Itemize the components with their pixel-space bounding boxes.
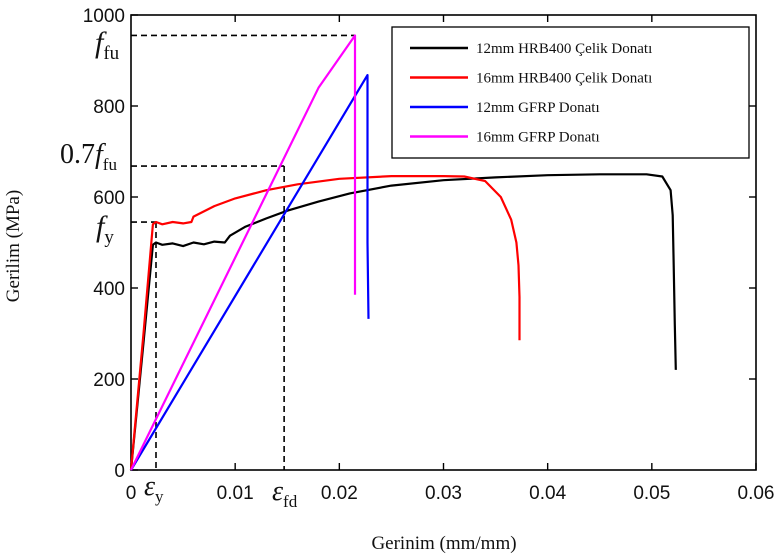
- legend: 12mm HRB400 Çelik Donatı 16mm HRB400 Çeli…: [391, 26, 750, 159]
- axis-tick-labels: 0 0.01 0.02 0.03 0.04 0.05 0.06 0 200 400 600 800 10…: [83, 6, 775, 504]
- x-tick-label: 0.02: [321, 483, 358, 504]
- eps-fd-label: εfd: [272, 476, 298, 511]
- reference-lines: [131, 34, 355, 470]
- series-line-3: [130, 34, 357, 471]
- y-tick-label: 200: [93, 370, 125, 391]
- x-tick-label: 0.03: [425, 483, 462, 504]
- x-tick-label: 0.05: [633, 483, 670, 504]
- ffu-label: ffu: [95, 26, 120, 64]
- series-line-0: [129, 173, 677, 471]
- legend-label: 16mm HRB400 Çelik Donatı: [476, 71, 652, 87]
- y-axis-title: Gerilim (MPa): [3, 190, 24, 302]
- y-tick-label: 800: [93, 97, 125, 118]
- y-tick-label: 400: [93, 279, 125, 300]
- x-axis-title: Gerinim (mm/mm): [371, 533, 516, 554]
- legend-label: 12mm HRB400 Çelik Donatı: [476, 41, 652, 57]
- x-tick-label: 0.01: [217, 483, 254, 504]
- y-tick-label: 1000: [83, 6, 125, 27]
- eps-y-label: εy: [144, 471, 164, 506]
- x-tick-label: 0.04: [529, 483, 566, 504]
- series-line-2: [130, 73, 370, 471]
- series-lines: [129, 34, 677, 471]
- fy-label: fy: [96, 210, 114, 248]
- legend-label: 16mm GFRP Donatı: [476, 130, 600, 146]
- y-tick-label: 600: [93, 188, 125, 209]
- annotations: ffu 0.7ffu fy εy εfd: [60, 26, 298, 511]
- y-tick-label: 0: [114, 461, 125, 482]
- x-tick-label: 0.06: [738, 483, 775, 504]
- series-line-1: [129, 175, 521, 471]
- x-tick-label: 0: [126, 483, 137, 504]
- ffu07-label: 0.7ffu: [60, 139, 117, 174]
- legend-label: 12mm GFRP Donatı: [476, 100, 600, 116]
